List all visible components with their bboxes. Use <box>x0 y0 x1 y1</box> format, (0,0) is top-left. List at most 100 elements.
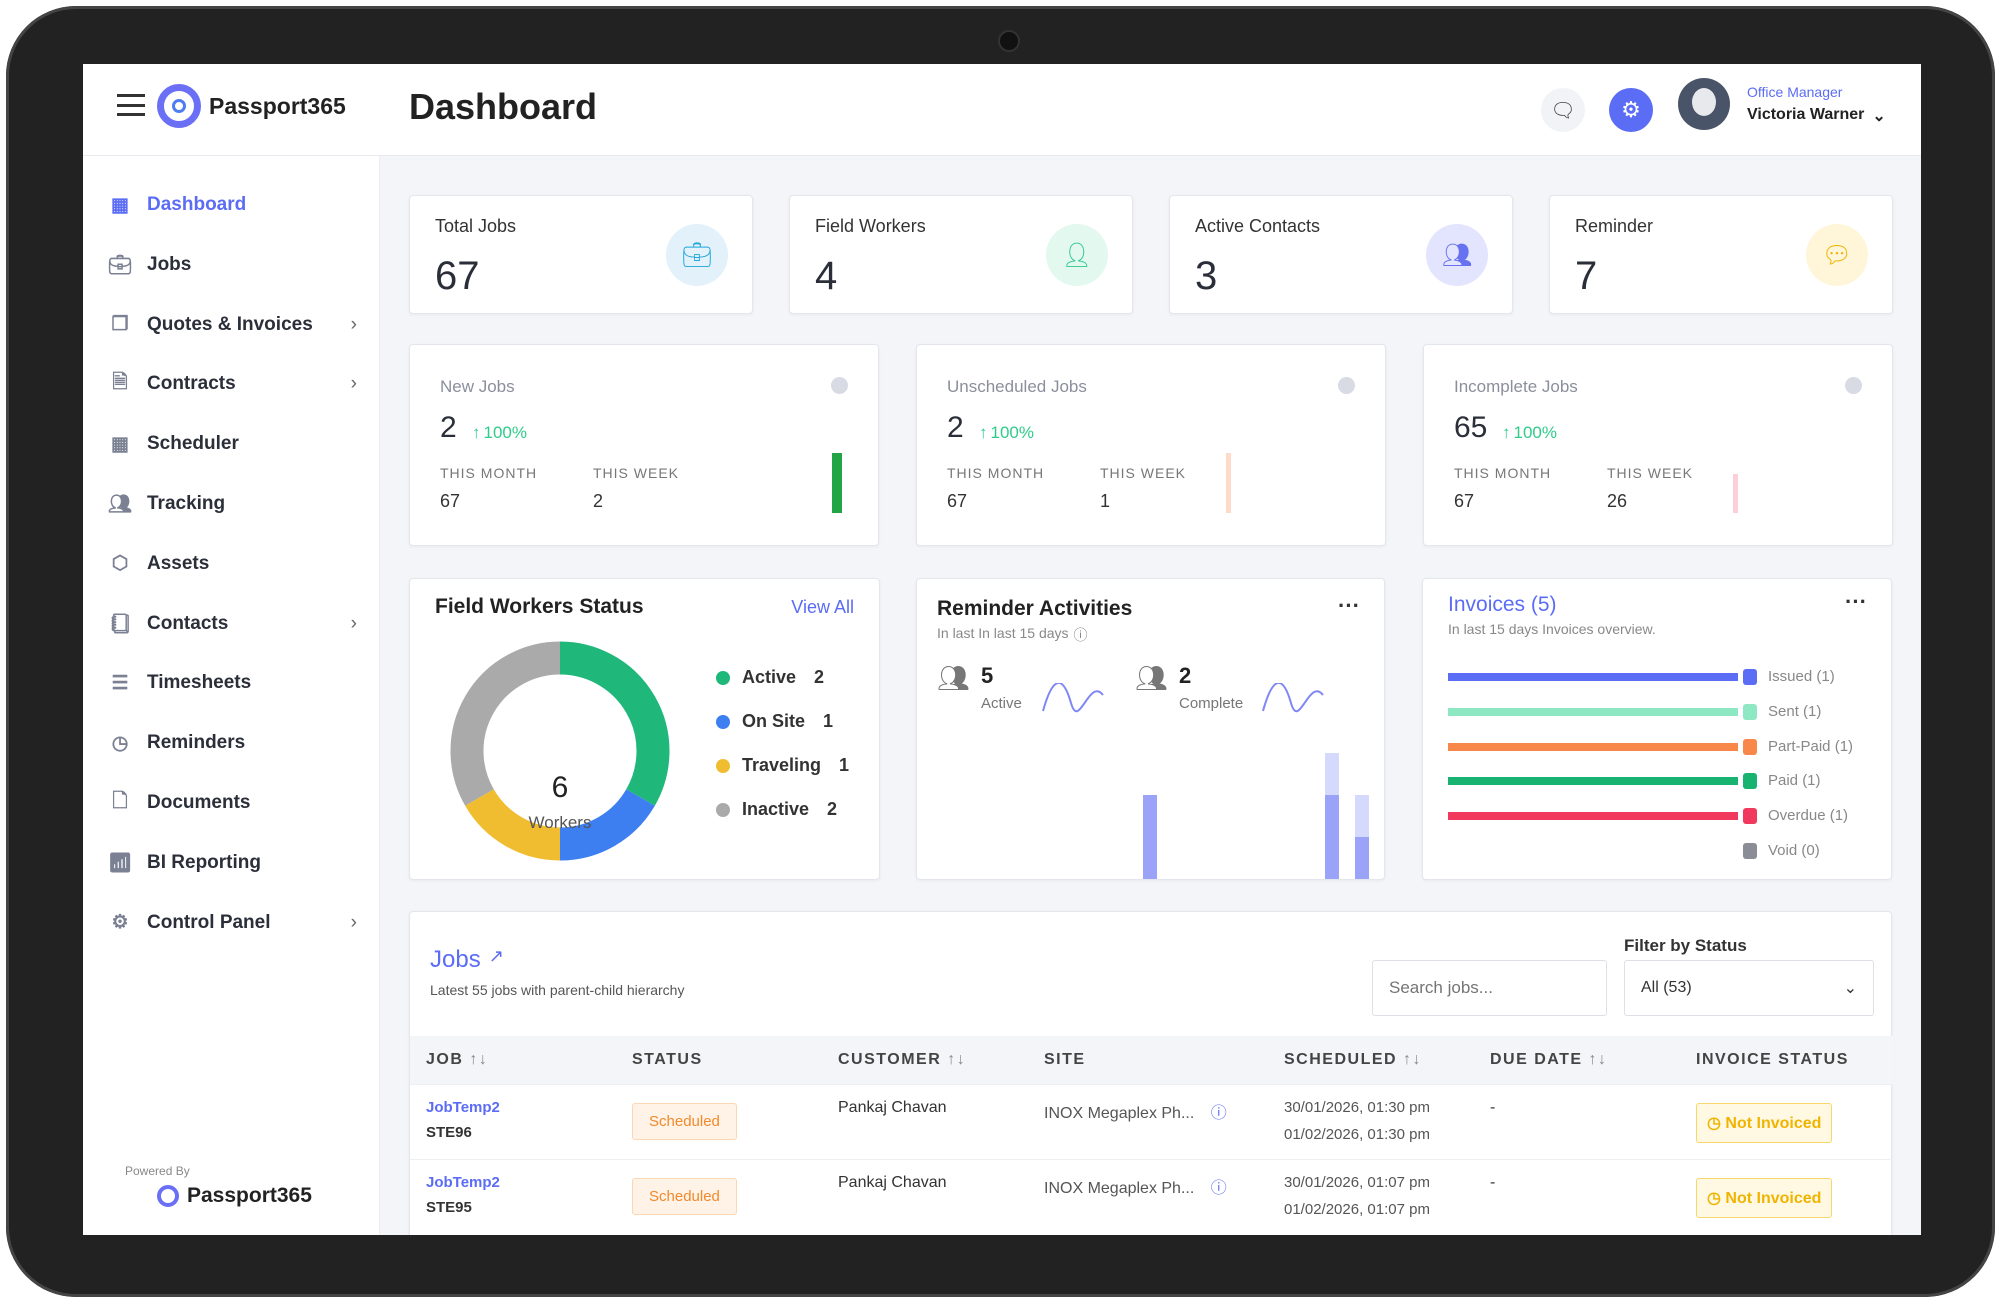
workers-total: 6 <box>551 771 569 804</box>
users-icon: 👥︎ <box>937 663 971 693</box>
column-header[interactable]: SCHEDULED ↑↓ <box>1268 1036 1474 1084</box>
chevron-down-icon: ⌄ <box>1843 980 1857 997</box>
sidebar-item-bi-reporting[interactable]: 📶︎ BI Reporting <box>107 851 261 874</box>
active-reminders-count: 5 <box>981 663 994 688</box>
info-icon[interactable]: ⓘ <box>1210 1104 1227 1122</box>
sidebar-item-scheduler[interactable]: ▦ Scheduler <box>107 424 357 464</box>
sort-icon[interactable]: ↑↓ <box>947 1050 967 1068</box>
sidebar-item-reminders[interactable]: ◷ Reminders <box>107 723 357 763</box>
hamburger-menu-icon[interactable] <box>117 94 145 116</box>
more-options-icon[interactable]: ··· <box>1338 593 1360 618</box>
jobs-subtitle: Latest 55 jobs with parent-child hierarc… <box>430 982 685 998</box>
job-link[interactable]: JobTemp2 <box>426 1173 500 1191</box>
sidebar-item-jobs[interactable]: 💼︎ Jobs <box>107 253 192 276</box>
trend-bar <box>832 453 842 513</box>
column-header[interactable]: CUSTOMER ↑↓ <box>822 1036 1028 1084</box>
avatar[interactable] <box>1678 78 1730 130</box>
stat-value: 67 <box>435 254 480 298</box>
table-row[interactable]: JobTemp2 STE96 Scheduled Pankaj Chavan IN… <box>410 1083 1893 1159</box>
view-all-link[interactable]: View All <box>791 597 854 617</box>
logo[interactable]: Passport365 <box>157 84 346 128</box>
search-jobs-input[interactable] <box>1372 960 1607 1016</box>
summary-value: 65 <box>1454 411 1488 444</box>
clock-icon: ◷ <box>1707 1189 1726 1207</box>
sidebar-item-contacts[interactable]: 📒︎ Contacts › <box>107 612 357 635</box>
jobs-table: JOB ↑↓ STATUS CUSTOMER ↑↓ SITE SCHEDULED ↑↓ D… <box>410 1036 1893 1234</box>
sidebar: ▦ Dashboard 💼︎ Jobs ❐ Quotes & Invoices › 🗎︎ Con… <box>83 64 380 1235</box>
stat-label: Total Jobs <box>435 216 517 236</box>
summary-value: 2 <box>947 411 964 444</box>
sidebar-item-dashboard[interactable]: ▦ Dashboard <box>107 185 357 225</box>
info-icon[interactable]: ⓘ <box>1210 1179 1227 1197</box>
info-icon: ⓘ <box>1073 627 1088 643</box>
customer: Pankaj Chavan <box>822 1158 1028 1234</box>
invoice-marker <box>1743 669 1757 685</box>
donut-segment-inactive <box>450 641 561 806</box>
stat-card-active-contacts[interactable]: Active Contacts 3 👥︎ <box>1169 195 1513 314</box>
workers-total-label: Workers <box>528 813 592 832</box>
settings-gear-icon[interactable]: ⚙ <box>1609 88 1653 132</box>
camera <box>998 30 1020 52</box>
week-label: THIS WEEK <box>1100 465 1187 481</box>
invoice-bar <box>1448 707 1738 716</box>
sort-icon[interactable]: ↑↓ <box>469 1050 489 1068</box>
scheduled-start: 30/01/2026, 01:30 pm <box>1284 1098 1430 1116</box>
summary-change: 100% <box>483 423 527 442</box>
donut-segment-on-site <box>559 788 655 861</box>
bar-chart-icon: 📶︎ <box>107 852 133 874</box>
job-code: STE95 <box>426 1198 472 1216</box>
summary-card-unscheduled-jobs: Unscheduled Jobs 2 ↑ 100% THIS MONTH 67 T… <box>916 344 1386 546</box>
stat-card-reminder[interactable]: Reminder 7 💬︎ <box>1549 195 1893 314</box>
more-options-icon[interactable]: ··· <box>1845 589 1867 614</box>
job-link[interactable]: JobTemp2 <box>426 1098 500 1116</box>
external-link-icon: ↗ <box>488 946 504 966</box>
stat-card-field-workers[interactable]: Field Workers 4 👤︎ <box>789 195 1133 314</box>
stat-card-total-jobs[interactable]: Total Jobs 67 💼︎ <box>409 195 753 314</box>
summary-value: 2 <box>440 411 457 444</box>
sort-icon[interactable]: ↑↓ <box>1588 1050 1608 1068</box>
chevron-right-icon: › <box>350 313 357 335</box>
month-value: 67 <box>440 491 461 511</box>
jobs-card: Jobs ↗ Latest 55 jobs with parent-child h… <box>409 911 1893 1235</box>
jobs-title-link[interactable]: Jobs ↗ <box>430 946 504 973</box>
week-value: 1 <box>1100 491 1111 511</box>
invoice-marker <box>1743 738 1757 755</box>
chat-icon[interactable]: 🗨 <box>1541 88 1585 132</box>
week-value: 2 <box>593 491 604 511</box>
invoice-marker <box>1743 808 1757 825</box>
donut-segment-active <box>559 641 670 806</box>
month-label: THIS MONTH <box>1454 465 1552 481</box>
complete-sparkline <box>1262 683 1324 713</box>
status-filter-select[interactable]: All (53) ⌄ <box>1624 960 1874 1016</box>
site: INOX Megaplex Ph... <box>1044 1104 1195 1122</box>
sidebar-item-assets[interactable]: ⬡ Assets <box>107 544 357 584</box>
sidebar-item-quotes-invoices[interactable]: ❐ Quotes & Invoices › <box>107 305 357 345</box>
card-title[interactable]: Invoices (5) <box>1448 593 1557 616</box>
summary-card-incomplete-jobs: Incomplete Jobs 65 ↑ 100% THIS MONTH 67 T… <box>1423 344 1893 546</box>
scheduled-end: 01/02/2026, 01:07 pm <box>1284 1200 1430 1218</box>
sidebar-item-timesheets[interactable]: ☰ Timesheets <box>107 663 357 703</box>
column-header[interactable]: DUE DATE ↑↓ <box>1474 1036 1680 1084</box>
table-row[interactable]: JobTemp2 STE95 Scheduled Pankaj Chavan IN… <box>410 1158 1893 1234</box>
sidebar-item-documents[interactable]: 🗋︎ Documents <box>107 783 357 823</box>
job-code: STE96 <box>426 1123 472 1141</box>
field-workers-status-card: Field Workers Status View All 6 Workers … <box>409 578 880 880</box>
help-icon[interactable] <box>1338 377 1355 394</box>
user-menu[interactable]: Victoria Warner ⌄ <box>1747 106 1886 125</box>
sidebar-item-control-panel[interactable]: ⚙ Control Panel › <box>107 903 357 943</box>
donut-segment-traveling <box>465 788 561 861</box>
invoice-bar <box>1448 812 1738 821</box>
column-header[interactable]: JOB ↑↓ <box>410 1036 616 1084</box>
summary-label: New Jobs <box>440 377 515 396</box>
sort-icon[interactable]: ↑↓ <box>1403 1050 1423 1068</box>
sidebar-item-tracking[interactable]: 👥︎ Tracking <box>107 493 226 515</box>
calendar-icon: ▦ <box>111 433 129 455</box>
reminder-bar-value <box>1143 795 1157 879</box>
legend-dot <box>716 802 730 817</box>
sidebar-item-contracts[interactable]: 🗎︎ Contracts › <box>107 364 357 404</box>
page-title: Dashboard <box>409 86 598 127</box>
active-sparkline <box>1042 683 1104 713</box>
help-icon[interactable] <box>831 377 848 394</box>
help-icon[interactable] <box>1845 377 1862 394</box>
week-label: THIS WEEK <box>1607 465 1694 481</box>
